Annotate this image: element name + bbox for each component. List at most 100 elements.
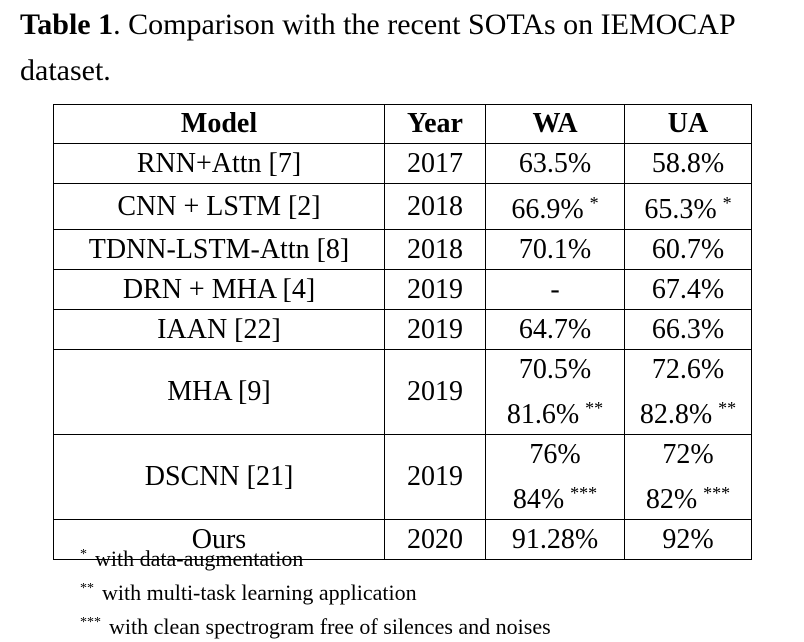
footnote-text: with data-augmentation: [95, 546, 304, 571]
cell-wa: 64.7%: [485, 309, 625, 350]
cell-model: CNN + LSTM [2]: [53, 183, 385, 230]
wa-value-line: 63.5%: [486, 144, 624, 183]
wa-value: 70.5%: [518, 354, 592, 385]
wa-value-line: 66.9% *: [486, 184, 624, 229]
wa-footnote-mark: ***: [570, 483, 598, 503]
cell-year: 2019: [384, 269, 486, 310]
caption-text: . Comparison with the recent SOTAs on IE…: [20, 8, 735, 87]
table-row: CNN + LSTM [2] 2018 66.9% * 65.3% *: [53, 183, 752, 230]
table-caption: Table 1. Comparison with the recent SOTA…: [20, 2, 800, 94]
wa-value-line: 76%: [486, 435, 624, 474]
header-ua: UA: [624, 104, 752, 144]
cell-wa: -: [485, 269, 625, 310]
wa-value-line: 64.7%: [486, 310, 624, 349]
sota-comparison-table: Model Year WA UA RNN+Attn [7] 2017 63.5% 58…: [53, 104, 752, 560]
cell-year: 2018: [384, 183, 486, 230]
header-year: Year: [384, 104, 486, 144]
footnote-text: with multi-task learning application: [102, 580, 417, 605]
footnotes: * with data-augmentation ** with multi-tas…: [80, 540, 551, 642]
ua-value: 66.3%: [651, 314, 725, 345]
cell-ua: 65.3% *: [624, 183, 752, 230]
ua-value: 82.8%: [639, 399, 713, 430]
footnote: ** with multi-task learning application: [80, 574, 551, 608]
ua-value-line: 72.6%: [625, 350, 751, 389]
wa-value-line: 91.28%: [486, 520, 624, 559]
footnote-mark: ***: [80, 615, 101, 630]
ua-footnote-mark: **: [718, 398, 737, 418]
wa-value: 76%: [529, 439, 581, 470]
cell-ua: 58.8%: [624, 143, 752, 184]
ua-value-line: 82.8% **: [625, 389, 751, 434]
ua-value: 67.4%: [651, 274, 725, 305]
cell-wa: 91.28%: [485, 519, 625, 560]
ua-value-line: 67.4%: [625, 270, 751, 309]
cell-year: 2020: [384, 519, 486, 560]
wa-value: 70.1%: [518, 234, 592, 265]
wa-value: 64.7%: [518, 314, 592, 345]
cell-ua: 92%: [624, 519, 752, 560]
ua-value-line: 92%: [625, 520, 751, 559]
header-row: Model Year WA UA: [53, 104, 752, 144]
wa-value: -: [550, 274, 560, 305]
ua-value-line: 66.3%: [625, 310, 751, 349]
header-wa: WA: [485, 104, 625, 144]
table-row: DRN + MHA [4] 2019 - 67.4%: [53, 269, 752, 310]
footnote-text: with clean spectrogram free of silences …: [109, 614, 551, 639]
footnote: *** with clean spectrogram free of silenc…: [80, 608, 551, 642]
wa-footnote-mark: *: [589, 193, 599, 213]
wa-value-line: 70.1%: [486, 230, 624, 269]
cell-model: Ours: [53, 519, 385, 560]
table-row: TDNN-LSTM-Attn [8] 2018 70.1% 60.7%: [53, 229, 752, 270]
wa-value-line: 84% ***: [486, 474, 624, 519]
header-model: Model: [53, 104, 385, 144]
cell-wa: 66.9% *: [485, 183, 625, 230]
cell-model: DRN + MHA [4]: [53, 269, 385, 310]
ua-value: 82%: [645, 484, 698, 515]
wa-value: 81.6%: [506, 399, 580, 430]
cell-wa: 63.5%: [485, 143, 625, 184]
wa-value: 84%: [512, 484, 565, 515]
table-row: IAAN [22] 2019 64.7% 66.3%: [53, 309, 752, 350]
table-body: RNN+Attn [7] 2017 63.5% 58.8% CNN + LSTM [2]…: [53, 143, 752, 560]
ua-value-line: 82% ***: [625, 474, 751, 519]
cell-year: 2017: [384, 143, 486, 184]
cell-ua: 72% 82% ***: [624, 434, 752, 520]
ua-value: 65.3%: [644, 194, 717, 225]
wa-value: 91.28%: [511, 524, 599, 555]
table-row: DSCNN [21] 2019 76% 84% *** 72% 82% ***: [53, 434, 752, 520]
cell-model: MHA [9]: [53, 349, 385, 435]
cell-year: 2019: [384, 309, 486, 350]
cell-wa: 76% 84% ***: [485, 434, 625, 520]
cell-model: DSCNN [21]: [53, 434, 385, 520]
cell-wa: 70.5% 81.6% **: [485, 349, 625, 435]
table-row: MHA [9] 2019 70.5% 81.6% ** 72.6% 82.8% **: [53, 349, 752, 435]
footnote: * with data-augmentation: [80, 540, 551, 574]
ua-value: 72.6%: [651, 354, 725, 385]
ua-value: 72%: [662, 439, 714, 470]
ua-value: 60.7%: [651, 234, 725, 265]
table-row: RNN+Attn [7] 2017 63.5% 58.8%: [53, 143, 752, 184]
ua-value-line: 60.7%: [625, 230, 751, 269]
table-row: Ours 2020 91.28% 92%: [53, 519, 752, 560]
ua-value-line: 58.8%: [625, 144, 751, 183]
cell-ua: 72.6% 82.8% **: [624, 349, 752, 435]
ua-footnote-mark: *: [722, 193, 732, 213]
wa-footnote-mark: **: [585, 398, 604, 418]
cell-ua: 67.4%: [624, 269, 752, 310]
wa-value-line: -: [486, 270, 624, 309]
cell-year: 2019: [384, 434, 486, 520]
cell-model: IAAN [22]: [53, 309, 385, 350]
wa-value-line: 81.6% **: [486, 389, 624, 434]
caption-label: Table 1: [20, 8, 114, 41]
ua-value-line: 65.3% *: [625, 184, 751, 229]
cell-wa: 70.1%: [485, 229, 625, 270]
cell-year: 2018: [384, 229, 486, 270]
cell-model: RNN+Attn [7]: [53, 143, 385, 184]
ua-footnote-mark: ***: [703, 483, 731, 503]
ua-value: 92%: [662, 524, 714, 555]
wa-value-line: 70.5%: [486, 350, 624, 389]
wa-value: 63.5%: [518, 148, 592, 179]
cell-year: 2019: [384, 349, 486, 435]
ua-value-line: 72%: [625, 435, 751, 474]
cell-ua: 66.3%: [624, 309, 752, 350]
